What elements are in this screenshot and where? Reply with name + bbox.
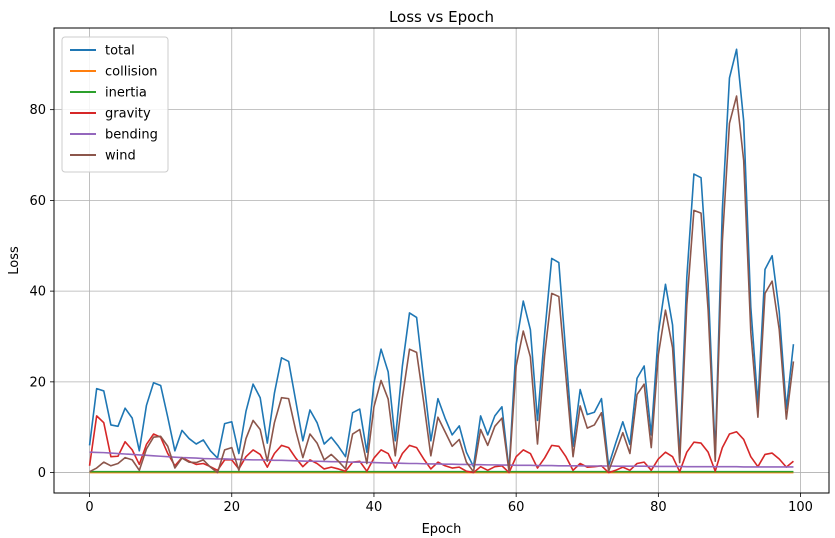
y-tick-label: 60 bbox=[29, 194, 46, 209]
x-tick-label: 0 bbox=[85, 500, 93, 515]
x-tick-label: 40 bbox=[366, 500, 383, 515]
series-lines bbox=[88, 48, 795, 474]
plot-frame bbox=[53, 27, 830, 494]
legend-label-total: total bbox=[105, 44, 135, 59]
y-axis-label: Loss bbox=[7, 246, 22, 275]
y-tick-label: 20 bbox=[29, 375, 46, 390]
y-tick-label: 80 bbox=[29, 103, 46, 118]
axis-ticks: 0 20 40 60 80 100 0 20 40 60 80 bbox=[29, 103, 813, 515]
series-line-wind bbox=[89, 95, 795, 474]
x-axis-label: Epoch bbox=[422, 522, 462, 537]
series-line-total bbox=[88, 48, 795, 472]
legend-label-bending: bending bbox=[105, 128, 158, 143]
x-tick-label: 60 bbox=[508, 500, 525, 515]
y-tick-label: 0 bbox=[38, 466, 46, 481]
legend: total collision inertia gravity bending wind bbox=[61, 36, 169, 173]
series-line-bending bbox=[89, 451, 794, 468]
legend-label-gravity: gravity bbox=[105, 107, 151, 122]
y-tick-label: 40 bbox=[29, 285, 46, 300]
x-tick-label: 20 bbox=[223, 500, 240, 515]
x-tick-label: 80 bbox=[650, 500, 667, 515]
chart-title: Loss vs Epoch bbox=[389, 8, 494, 26]
legend-label-inertia: inertia bbox=[105, 86, 147, 101]
x-tick-label: 100 bbox=[788, 500, 813, 515]
legend-label-collision: collision bbox=[105, 65, 158, 80]
legend-label-wind: wind bbox=[105, 149, 136, 164]
